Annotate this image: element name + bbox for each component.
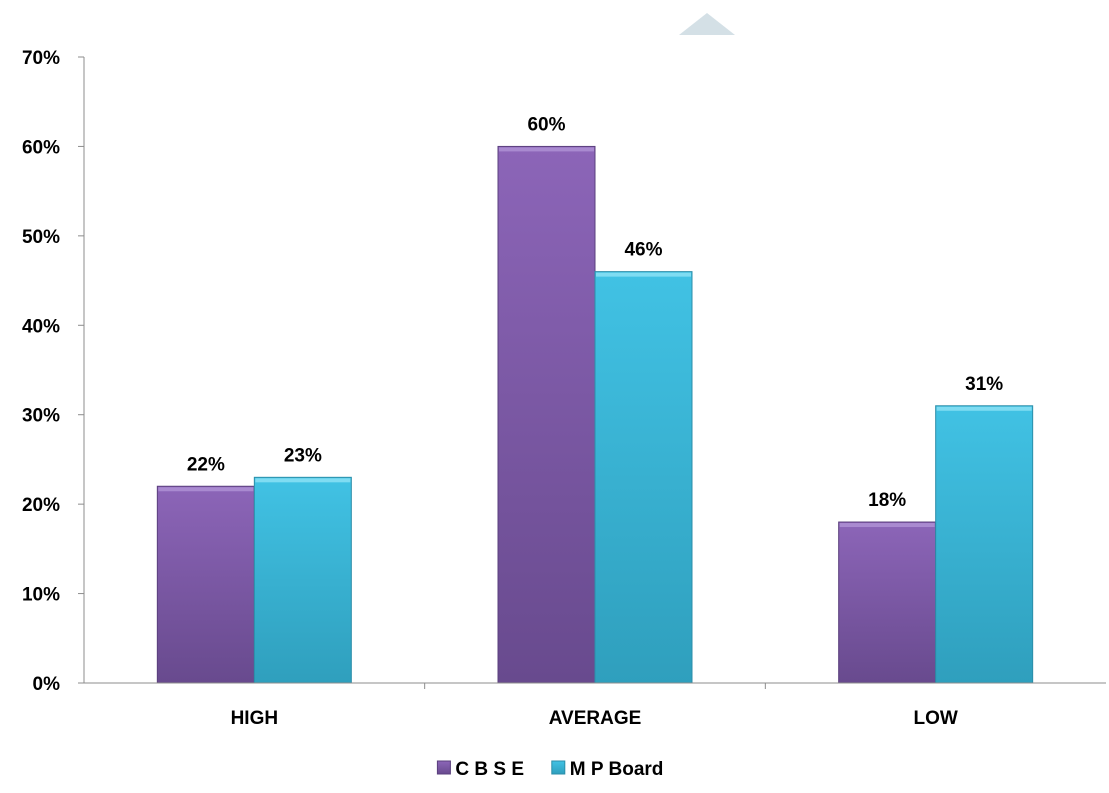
legend-swatch <box>551 760 566 775</box>
bar-highlight <box>936 406 1032 411</box>
bars-group <box>156 145 1034 684</box>
bar-highlight <box>499 147 594 152</box>
y-tick-label: 40% <box>22 316 60 337</box>
data-label: 46% <box>624 240 662 261</box>
bar-mpboard-low <box>935 405 1034 684</box>
legend-label: C B S E <box>455 759 524 780</box>
labels-group: 22% 23% 60% 46% 18% 31% <box>187 114 1003 511</box>
x-tick-label: LOW <box>914 708 958 729</box>
bar-highlight <box>158 487 254 492</box>
bar-highlight <box>839 523 935 528</box>
bar-mpboard-high <box>253 476 352 684</box>
data-label: 31% <box>965 374 1003 395</box>
data-label: 60% <box>527 114 565 135</box>
bar-cbse-low <box>838 521 937 684</box>
y-tick-label: 50% <box>22 227 60 248</box>
legend-swatch <box>436 760 451 775</box>
axes-group: 0% 10% 20% 30% 40% 50% 60% 70% HIGH AVERAGE LOW <box>22 48 1106 729</box>
y-tick-label: 10% <box>22 585 60 606</box>
data-label: 18% <box>868 490 906 511</box>
bar-cbse-high <box>156 485 255 684</box>
bar-highlight <box>255 478 351 483</box>
x-tick-label: HIGH <box>231 708 279 729</box>
legend: C B S E M P Board <box>436 759 664 780</box>
decorative-triangle <box>679 13 735 35</box>
y-tick-label: 30% <box>22 406 60 427</box>
data-label: 22% <box>187 454 225 475</box>
bar-mpboard-average <box>594 271 693 684</box>
y-tick-label: 0% <box>33 674 61 695</box>
y-tick-label: 60% <box>22 137 60 158</box>
x-tick-label: AVERAGE <box>549 708 642 729</box>
data-label: 23% <box>284 445 322 466</box>
bar-highlight <box>596 272 691 277</box>
y-tick-label: 20% <box>22 495 60 516</box>
bar-cbse-average <box>497 145 596 684</box>
legend-label: M P Board <box>570 759 664 780</box>
y-tick-label: 70% <box>22 48 60 69</box>
